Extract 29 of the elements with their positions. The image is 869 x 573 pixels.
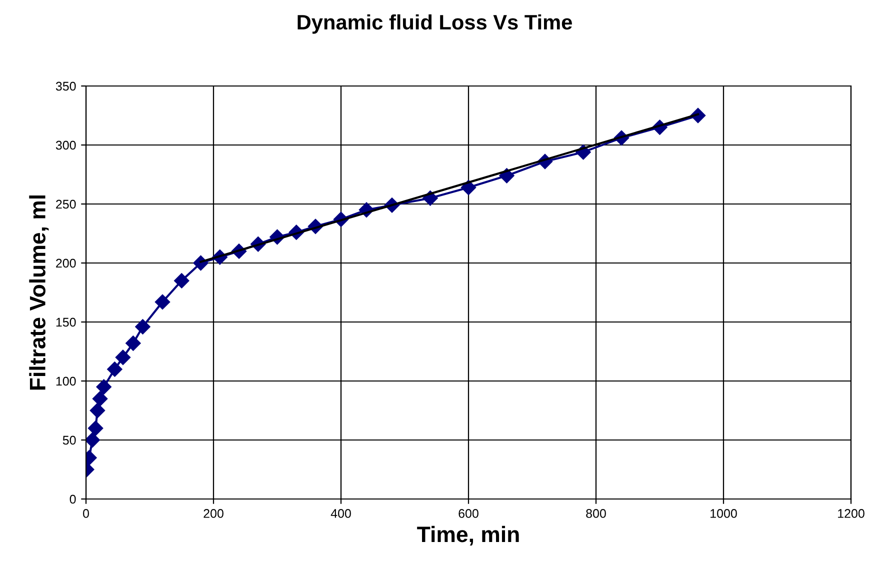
x-tick-label: 600 — [458, 509, 478, 518]
point — [154, 294, 170, 310]
y-tick-label: 200 — [56, 258, 76, 268]
y-tick-label: 350 — [56, 82, 76, 91]
point — [90, 402, 106, 418]
point — [92, 391, 108, 406]
x-tick-label: 200 — [204, 509, 224, 518]
point — [174, 273, 190, 288]
x-tick-label: 800 — [586, 509, 606, 518]
point — [88, 420, 104, 436]
chart-title: Dynamic fluid Loss Vs Time — [298, 14, 572, 34]
x-tick-label: 1200 — [838, 509, 864, 518]
y-tick-label: 0 — [70, 494, 76, 504]
point — [115, 350, 131, 365]
y-tick-label: 250 — [56, 200, 76, 209]
point — [107, 362, 122, 377]
point — [96, 379, 112, 394]
x-axis-title: Time, min — [417, 526, 519, 546]
x-tick-label: 400 — [330, 509, 351, 518]
y-tick-label: 300 — [56, 140, 76, 150]
point — [126, 336, 141, 351]
x-tick-label: 0 — [83, 509, 89, 518]
y-tick-label: 150 — [56, 318, 76, 327]
point — [135, 319, 150, 334]
y-axis-title: Filtrate Volume, ml — [29, 195, 49, 390]
point — [86, 432, 100, 448]
x-tick-label: 1000 — [710, 509, 737, 518]
y-tick-label: 100 — [56, 376, 76, 386]
y-tick-label: 50 — [62, 436, 76, 445]
